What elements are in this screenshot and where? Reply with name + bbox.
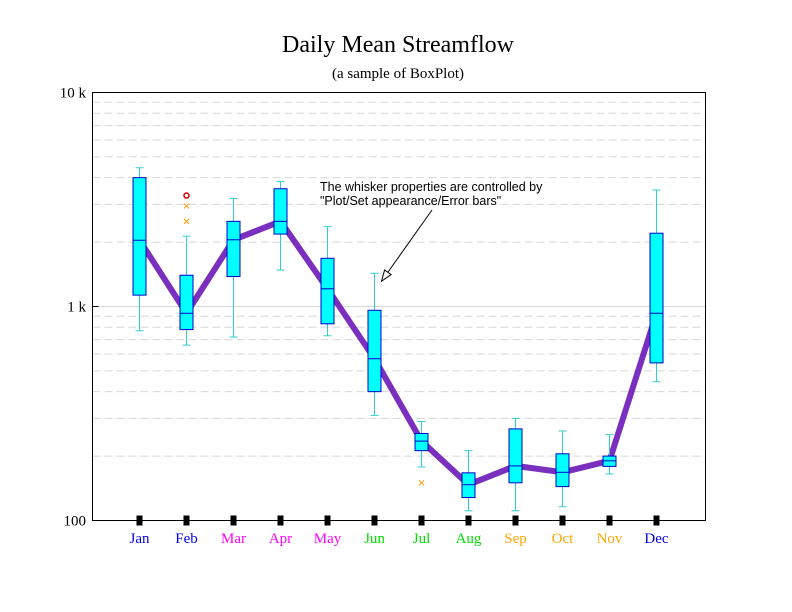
box-jan: [132, 167, 147, 332]
outlier: [183, 218, 190, 225]
annotation-arrow: [381, 209, 433, 282]
x-tick-label-may: May: [314, 531, 342, 547]
x-tick: [653, 515, 660, 526]
median-line: [136, 218, 660, 488]
annotation: The whisker properties are controlled by…: [320, 180, 543, 283]
box-body: [179, 274, 194, 331]
y-tick-label: 10 k: [60, 86, 87, 102]
box-apr: [273, 181, 288, 271]
box-jul: [414, 421, 429, 486]
box-body: [461, 472, 476, 499]
box-body: [555, 453, 570, 488]
x-tick: [324, 515, 331, 526]
annotation-line-1: The whisker properties are controlled by: [320, 180, 543, 194]
x-tick: [465, 515, 472, 526]
x-tick: [371, 515, 378, 526]
x-tick-label-mar: Mar: [221, 531, 246, 547]
annotation-line-2: "Plot/Set appearance/Error bars": [320, 194, 501, 208]
box-body: [132, 177, 147, 296]
box-mar: [226, 197, 241, 338]
x-tick: [230, 515, 237, 526]
x-tick: [183, 515, 190, 526]
box-nov: [602, 434, 617, 475]
x-tick: [606, 515, 613, 526]
x-tick-label-jun: Jun: [364, 531, 385, 547]
outlier: [183, 203, 190, 209]
x-tick: [277, 515, 284, 526]
median-trend-line: [136, 218, 660, 488]
box-dec: [649, 189, 664, 383]
x-tick-label-nov: Nov: [597, 531, 623, 547]
box-body: [226, 220, 241, 278]
x-tick: [559, 515, 566, 526]
outlier-extreme: [183, 192, 190, 199]
x-axis: Jan Feb Mar Apr May Jun Jul Aug Sep Oct Nov Dec: [130, 515, 669, 547]
chart-subtitle: (a sample of BoxPlot): [332, 66, 464, 82]
box-aug: [461, 450, 476, 512]
x-tick-label-jul: Jul: [413, 531, 431, 547]
y-tick-label: 1 k: [67, 300, 86, 316]
box-feb: [179, 192, 194, 346]
x-tick-label-sep: Sep: [504, 531, 527, 547]
x-tick-label-jan: Jan: [130, 531, 150, 547]
box-body: [508, 428, 523, 484]
chart-title: Daily Mean Streamflow: [282, 32, 515, 58]
x-tick-label-feb: Feb: [175, 531, 198, 547]
box-sep: [508, 417, 523, 512]
box-body: [273, 188, 288, 235]
x-tick: [512, 515, 519, 526]
box-may: [320, 226, 335, 337]
box-jun: [367, 272, 382, 416]
box-oct: [555, 430, 570, 508]
box-body: [414, 433, 429, 452]
x-tick: [136, 515, 143, 526]
x-tick-label-apr: Apr: [269, 531, 292, 547]
x-tick-label-dec: Dec: [644, 531, 668, 547]
gridlines: [92, 101, 706, 457]
box-body: [367, 309, 382, 393]
boxes: [132, 167, 664, 512]
box-body: [320, 257, 335, 325]
y-tick-label: 100: [64, 514, 87, 530]
box-body: [649, 232, 664, 364]
x-tick-label-oct: Oct: [552, 531, 574, 547]
outlier: [418, 479, 425, 486]
y-axis: 100 1 k 10 k: [60, 86, 99, 530]
annotation-arrowhead: [380, 269, 392, 283]
x-tick-label-aug: Aug: [456, 531, 482, 547]
x-tick: [418, 515, 425, 526]
